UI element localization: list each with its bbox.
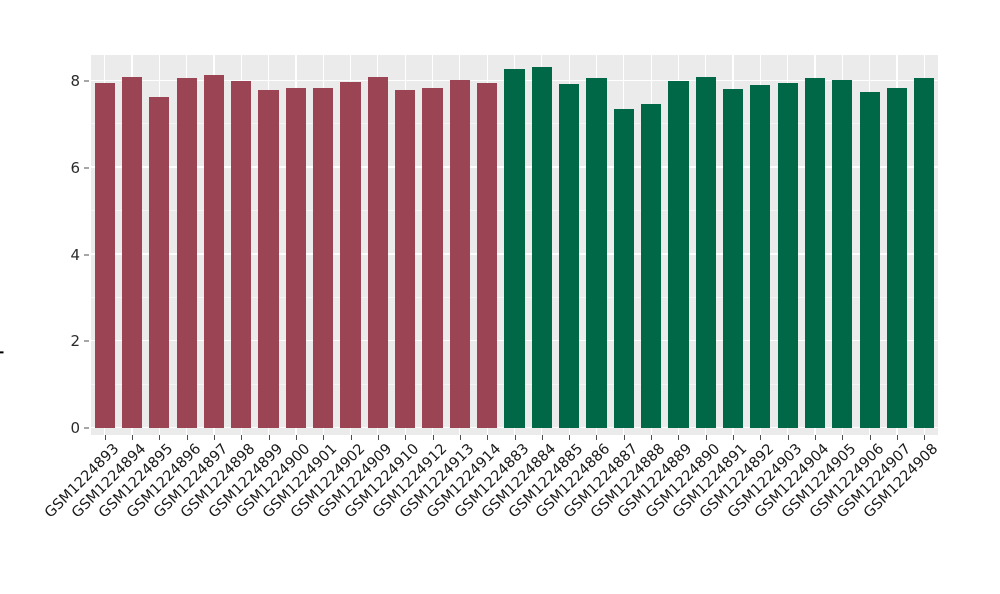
x-axis-tick-mark: [651, 435, 653, 440]
y-axis-tick-mark: [84, 340, 89, 342]
y-axis-tick-label: 6: [70, 158, 80, 177]
x-axis-tick-mark: [295, 435, 297, 440]
plot-panel: [91, 55, 938, 435]
bar[interactable]: [832, 80, 853, 428]
y-axis-tick-mark: [84, 427, 89, 429]
y-axis-tick-label: 8: [70, 72, 80, 91]
y-axis-tick-mark: [84, 167, 89, 169]
y-axis-tick-label: 4: [70, 245, 80, 264]
x-axis-tick-mark: [213, 435, 215, 440]
x-axis-tick-mark: [541, 435, 543, 440]
bar[interactable]: [859, 91, 880, 428]
x-axis-tick-mark: [924, 435, 926, 440]
bar[interactable]: [559, 84, 580, 428]
x-axis-tick-mark: [733, 435, 735, 440]
x-axis-tick-mark: [350, 435, 352, 440]
bar[interactable]: [531, 66, 552, 428]
bar[interactable]: [176, 78, 197, 428]
x-axis-tick-mark: [596, 435, 598, 440]
bar[interactable]: [395, 89, 416, 428]
x-axis-tick-mark: [897, 435, 899, 440]
x-axis-tick-mark: [405, 435, 407, 440]
bar[interactable]: [285, 87, 306, 428]
bar[interactable]: [203, 74, 225, 428]
y-axis-title: Expression Level: [0, 0, 44, 580]
bar[interactable]: [804, 78, 826, 428]
x-axis-tick-mark: [760, 435, 762, 440]
bar[interactable]: [777, 82, 798, 428]
bar[interactable]: [668, 81, 689, 428]
bar[interactable]: [504, 69, 525, 428]
bar[interactable]: [449, 79, 470, 428]
bar[interactable]: [641, 103, 662, 428]
bar[interactable]: [367, 77, 388, 428]
y-axis-tick-mark: [84, 254, 89, 255]
bar[interactable]: [695, 76, 716, 428]
bar[interactable]: [231, 80, 252, 428]
x-axis-tick-mark: [869, 435, 871, 440]
bar[interactable]: [914, 78, 935, 428]
x-axis-tick-mark: [186, 435, 188, 440]
bar-chart: Expression Level 0 2 4 6 8 GSM1224893 GSM1224…: [0, 0, 942, 580]
y-axis-tick-mark: [84, 80, 89, 82]
x-axis-tick-mark: [487, 435, 489, 440]
bar[interactable]: [258, 89, 279, 428]
bar[interactable]: [586, 78, 607, 428]
x-axis-tick-mark: [815, 435, 817, 440]
x-axis-tick-mark: [131, 435, 133, 440]
y-axis-tick-label: 0: [70, 419, 80, 437]
bar[interactable]: [613, 108, 634, 428]
x-axis-tick-mark: [787, 435, 789, 440]
bar[interactable]: [313, 87, 334, 428]
x-axis-tick-mark: [268, 435, 270, 440]
bar[interactable]: [722, 88, 744, 428]
bar[interactable]: [422, 88, 443, 428]
x-axis-tick-mark: [459, 435, 461, 440]
x-axis-tick-mark: [842, 435, 844, 440]
y-axis-tick-labels: 0 2 4 6 8: [48, 0, 80, 580]
x-axis-tick-mark: [705, 435, 707, 440]
bar[interactable]: [477, 82, 498, 428]
y-axis-tick-label: 2: [70, 332, 80, 351]
bar[interactable]: [750, 84, 771, 428]
x-axis-tick-mark: [623, 435, 625, 440]
x-axis-tick-mark: [377, 435, 379, 440]
x-axis-tick-mark: [678, 435, 680, 440]
x-axis-tick-mark: [514, 435, 516, 440]
x-axis-tick-mark: [569, 435, 571, 440]
bar[interactable]: [149, 96, 170, 428]
x-axis-tick-labels: GSM1224893 GSM1224894 GSM1224895 GSM1224896…: [42, 441, 942, 571]
x-axis-tick-mark: [104, 435, 106, 440]
bar[interactable]: [121, 77, 143, 428]
bar[interactable]: [94, 83, 115, 428]
bar[interactable]: [340, 81, 361, 428]
x-axis-tick-mark: [159, 435, 161, 440]
x-axis-tick-mark: [241, 435, 243, 440]
x-axis-tick-marks: [91, 435, 938, 441]
bar[interactable]: [886, 87, 908, 428]
x-axis-tick-mark: [323, 435, 325, 440]
x-axis-tick-mark: [432, 435, 434, 440]
